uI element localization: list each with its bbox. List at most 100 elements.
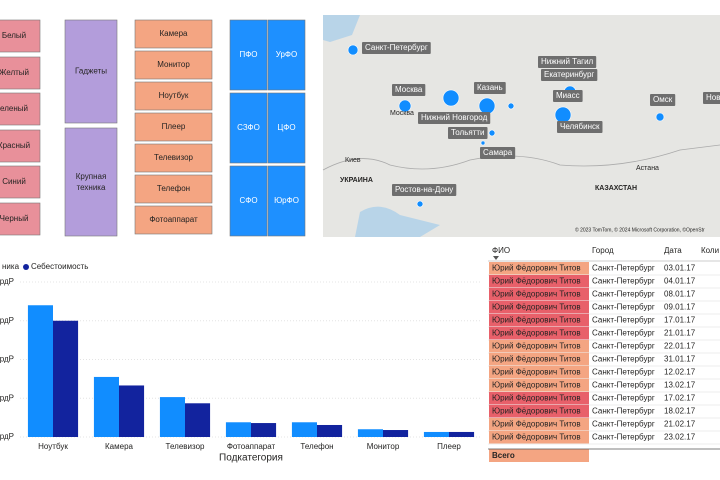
name-cell <box>489 340 589 353</box>
city-label: Нижний Тагил <box>541 57 594 66</box>
bar <box>449 431 475 437</box>
city-label-box <box>448 127 488 139</box>
region-tile[interactable] <box>267 165 306 237</box>
name-cell <box>489 262 589 275</box>
bar <box>225 422 251 437</box>
product-tile[interactable] <box>134 174 213 204</box>
table-cell: Юрий Фёдорович Титов <box>492 407 581 416</box>
city-label-box <box>480 147 516 159</box>
color-tile[interactable] <box>0 202 41 236</box>
table-cell: 23.02.17 <box>664 433 696 442</box>
product-tile[interactable] <box>134 143 213 173</box>
table-cell: Юрий Фёдорович Титов <box>492 342 581 351</box>
table-cell: Санкт-Петербург <box>592 342 655 351</box>
region-tile-label: ЮрФО <box>274 196 299 205</box>
table-cell: 31.01.17 <box>664 355 696 364</box>
region-tile[interactable] <box>229 19 268 91</box>
table-cell: 17.01.17 <box>664 316 696 325</box>
color-label: Черный <box>0 214 28 223</box>
table-cell: Юрий Фёдорович Титов <box>492 368 581 377</box>
group-label: Крупная техника <box>76 172 107 192</box>
y-tick-label: лрдР <box>0 355 14 364</box>
name-cell <box>489 392 589 405</box>
product-tile-label: Монитор <box>157 60 190 69</box>
map-bubble <box>655 112 665 122</box>
name-cell <box>489 314 589 327</box>
legend-label: ника <box>2 262 20 271</box>
column-header[interactable]: Коли <box>701 246 719 255</box>
city-label-box <box>703 92 720 104</box>
map-bubble <box>347 44 359 56</box>
color-tile[interactable] <box>0 56 41 90</box>
name-cell <box>489 418 589 431</box>
table-cell: 09.01.17 <box>664 303 696 312</box>
region-tile[interactable] <box>267 19 306 91</box>
table-cell: Санкт-Петербург <box>592 381 655 390</box>
bar <box>27 305 53 437</box>
column-header[interactable]: ФИО <box>492 246 510 255</box>
product-tile[interactable] <box>134 50 213 80</box>
city-label-box <box>392 84 426 96</box>
region-tile[interactable] <box>229 165 268 237</box>
name-cell <box>489 288 589 301</box>
city-label-box <box>650 94 676 106</box>
legend-label: Себестоимость <box>31 262 88 271</box>
table-cell: Юрий Фёдорович Титов <box>492 290 581 299</box>
column-header[interactable]: Город <box>592 246 614 255</box>
table-cell: Юрий Фёдорович Титов <box>492 316 581 325</box>
place-label: КАЗАХСТАН <box>595 185 637 192</box>
color-tile[interactable] <box>0 19 41 53</box>
table-cell: 08.01.17 <box>664 290 696 299</box>
y-tick-label: лрдР <box>0 316 14 325</box>
table-cell: Санкт-Петербург <box>592 264 655 273</box>
table-cell: 13.02.17 <box>664 381 696 390</box>
sea <box>323 15 440 237</box>
city-label: Нов <box>706 93 720 102</box>
city-label: Екатеринбург <box>544 70 594 79</box>
product-tile[interactable] <box>134 81 213 111</box>
table-cell: 21.02.17 <box>664 420 696 429</box>
group-tile[interactable] <box>64 127 118 237</box>
border <box>322 144 720 171</box>
name-cell <box>489 275 589 288</box>
table-cell: Юрий Фёдорович Титов <box>492 303 581 312</box>
city-label: Казань <box>477 83 503 92</box>
group-tile[interactable] <box>64 19 118 124</box>
region-tile-label: СФО <box>239 196 257 205</box>
column-header[interactable]: Дата <box>664 246 682 255</box>
map-bubble <box>442 89 460 107</box>
table-cell: Юрий Фёдорович Титов <box>492 329 581 338</box>
table-cell: Санкт-Петербург <box>592 368 655 377</box>
x-tick-label: Телефон <box>300 442 333 451</box>
x-axis-title: Подкатегория <box>219 453 283 464</box>
product-tile[interactable] <box>134 205 213 235</box>
group-tile-label: Гаджеты <box>75 67 107 76</box>
product-tile[interactable] <box>134 19 213 49</box>
product-tile[interactable] <box>134 112 213 142</box>
bar <box>291 422 317 437</box>
x-tick-label: Монитор <box>367 442 400 451</box>
product-tile-label: Телевизор <box>154 153 193 162</box>
city-label-box <box>557 121 603 133</box>
y-tick-label: лрдР <box>0 277 14 286</box>
region-tile[interactable] <box>229 92 268 164</box>
color-label: Желтый <box>0 68 29 77</box>
legend-dot <box>23 264 30 270</box>
name-cell <box>489 366 589 379</box>
table-cell: Юрий Фёдорович Титов <box>492 420 581 429</box>
region-tile[interactable] <box>267 92 306 164</box>
table-cell: Юрий Фёдорович Титов <box>492 394 581 403</box>
table-cell: Юрий Фёдорович Титов <box>492 433 581 442</box>
map-bubble <box>416 200 424 208</box>
bar <box>357 429 383 437</box>
color-tile[interactable] <box>0 165 41 199</box>
color-tile[interactable] <box>0 129 41 163</box>
x-tick-label: Камера <box>105 442 134 451</box>
table-cell: Юрий Фёдорович Титов <box>492 264 581 273</box>
x-tick-label: Фотоаппарат <box>227 442 276 451</box>
table-cell: Юрий Фёдорович Титов <box>492 381 581 390</box>
color-label: еленый <box>0 104 28 113</box>
color-tile[interactable] <box>0 92 41 126</box>
bar <box>423 431 449 437</box>
